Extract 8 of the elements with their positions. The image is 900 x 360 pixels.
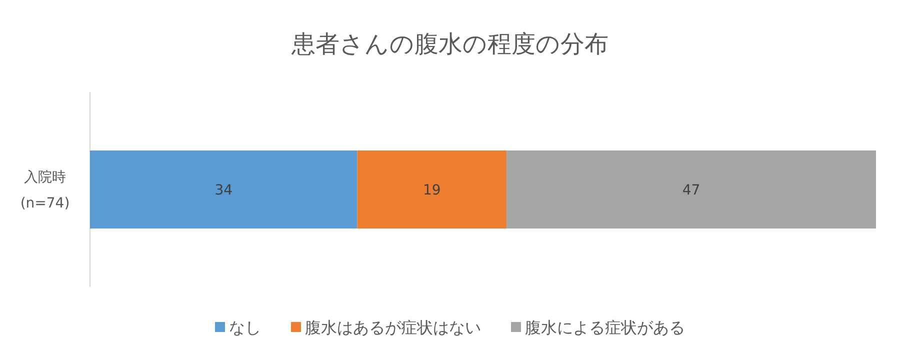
legend-label: なし — [229, 318, 261, 337]
data-label: 47 — [682, 182, 700, 198]
y-tick-label: 入院時 (n=74) — [20, 170, 70, 212]
legend-label: 腹水はあるが症状はない — [305, 318, 481, 337]
chart-title: 患者さんの腹水の程度の分布 — [290, 30, 608, 58]
data-label: 34 — [214, 182, 233, 198]
data-label: 19 — [422, 182, 441, 198]
legend-label: 腹水による症状がある — [525, 318, 685, 337]
